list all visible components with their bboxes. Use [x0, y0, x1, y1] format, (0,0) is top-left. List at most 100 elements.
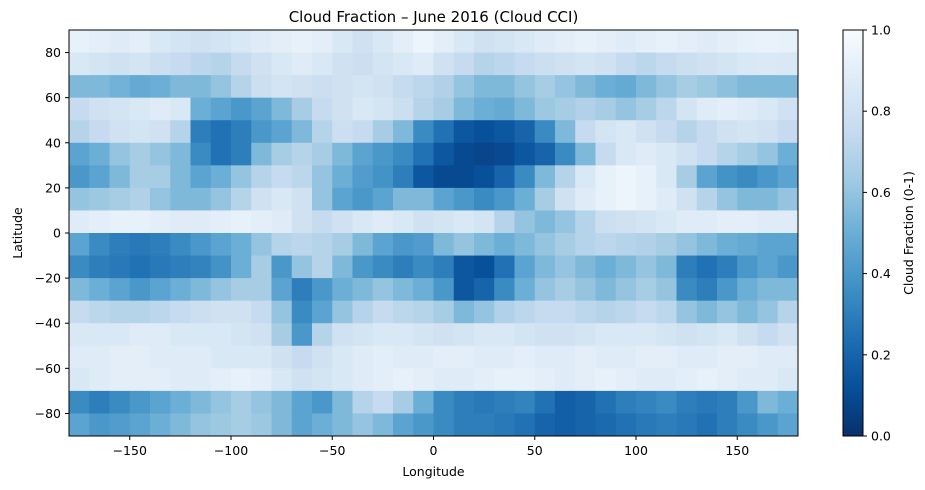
heatmap-cell: [534, 345, 556, 369]
heatmap-cell: [170, 390, 192, 415]
heatmap-cell: [737, 142, 759, 166]
heatmap-cell: [89, 187, 111, 212]
heatmap-cell: [210, 187, 232, 212]
heatmap-cell: [615, 30, 637, 54]
heatmap-cell: [656, 278, 678, 302]
heatmap-cell: [555, 75, 576, 99]
heatmap-cell: [433, 187, 455, 212]
heatmap-cells: [69, 30, 798, 436]
heatmap-cell: [129, 52, 151, 76]
heatmap-cell: [453, 210, 475, 234]
heatmap-cell: [676, 345, 698, 369]
heatmap-cell: [494, 255, 516, 279]
heatmap-cell: [717, 323, 738, 347]
heatmap-cell: [170, 142, 192, 166]
heatmap-cell: [312, 278, 333, 302]
heatmap-cell: [413, 233, 435, 257]
heatmap-cell: [514, 368, 536, 392]
heatmap-cell: [595, 323, 617, 347]
heatmap-cell: [777, 210, 798, 234]
heatmap-cell: [757, 97, 779, 121]
heatmap-cell: [595, 142, 617, 166]
heatmap-cell: [109, 165, 131, 189]
heatmap-cell: [453, 368, 475, 392]
heatmap-cell: [372, 30, 394, 54]
heatmap-cell: [717, 52, 738, 76]
heatmap-cell: [615, 187, 637, 212]
heatmap-cell: [615, 278, 637, 302]
heatmap-cell: [291, 210, 313, 234]
heatmap-cell: [757, 368, 779, 392]
heatmap-cell: [89, 52, 111, 76]
heatmap-cell: [433, 97, 455, 121]
heatmap-cell: [494, 368, 516, 392]
heatmap-cell: [534, 97, 556, 121]
heatmap-cell: [453, 413, 475, 436]
heatmap-cell: [210, 233, 232, 257]
heatmap-cell: [69, 187, 90, 212]
heatmap-cell: [89, 210, 111, 234]
heatmap-cell: [433, 278, 455, 302]
heatmap-cell: [271, 120, 293, 144]
heatmap-cell: [494, 75, 516, 99]
heatmap-cell: [332, 120, 354, 144]
heatmap-cell: [595, 413, 617, 436]
heatmap-cell: [676, 368, 698, 392]
heatmap-cell: [190, 187, 212, 212]
heatmap-cell: [534, 165, 556, 189]
heatmap-cell: [89, 368, 111, 392]
heatmap-cell: [575, 97, 597, 121]
heatmap-cell: [534, 278, 556, 302]
heatmap-cell: [777, 142, 798, 166]
heatmap-cell: [231, 210, 252, 234]
heatmap-cell: [291, 187, 313, 212]
heatmap-cell: [777, 75, 798, 99]
heatmap-cell: [89, 300, 111, 324]
heatmap-cell: [555, 233, 576, 257]
heatmap-cell: [534, 142, 556, 166]
heatmap-cell: [393, 30, 414, 54]
heatmap-cell: [190, 120, 212, 144]
heatmap-cell: [595, 165, 617, 189]
heatmap-cell: [251, 233, 273, 257]
heatmap-cell: [453, 187, 475, 212]
heatmap-cell: [109, 233, 131, 257]
heatmap-cell: [413, 345, 435, 369]
heatmap-cell: [737, 165, 759, 189]
heatmap-cell: [109, 300, 131, 324]
heatmap-cell: [69, 75, 90, 99]
colorbar-label: Cloud Fraction (0-1): [901, 171, 916, 295]
heatmap-cell: [514, 120, 536, 144]
heatmap-cell: [534, 187, 556, 212]
heatmap-cell: [312, 233, 333, 257]
heatmap-cell: [453, 345, 475, 369]
heatmap-cell: [555, 255, 576, 279]
heatmap-cell: [696, 30, 718, 54]
heatmap-cell: [595, 210, 617, 234]
heatmap-cell: [352, 390, 374, 415]
heatmap-cell: [717, 413, 738, 436]
heatmap-cell: [514, 345, 536, 369]
heatmap-cell: [129, 187, 151, 212]
heatmap-cell: [210, 300, 232, 324]
heatmap-cell: [514, 165, 536, 189]
heatmap-cell: [190, 165, 212, 189]
heatmap-cell: [676, 142, 698, 166]
heatmap-cell: [332, 52, 354, 76]
heatmap-cell: [696, 368, 718, 392]
heatmap-cell: [717, 165, 738, 189]
heatmap-cell: [494, 210, 516, 234]
heatmap-cell: [251, 52, 273, 76]
heatmap-cell: [69, 390, 90, 415]
heatmap-cell: [777, 30, 798, 54]
heatmap-cell: [696, 187, 718, 212]
heatmap-cell: [696, 52, 718, 76]
heatmap-cell: [777, 300, 798, 324]
heatmap-cell: [737, 323, 759, 347]
heatmap-cell: [433, 255, 455, 279]
heatmap-cell: [109, 97, 131, 121]
heatmap-cell: [433, 75, 455, 99]
heatmap-cell: [150, 300, 171, 324]
heatmap-cell: [717, 120, 738, 144]
heatmap-cell: [494, 233, 516, 257]
